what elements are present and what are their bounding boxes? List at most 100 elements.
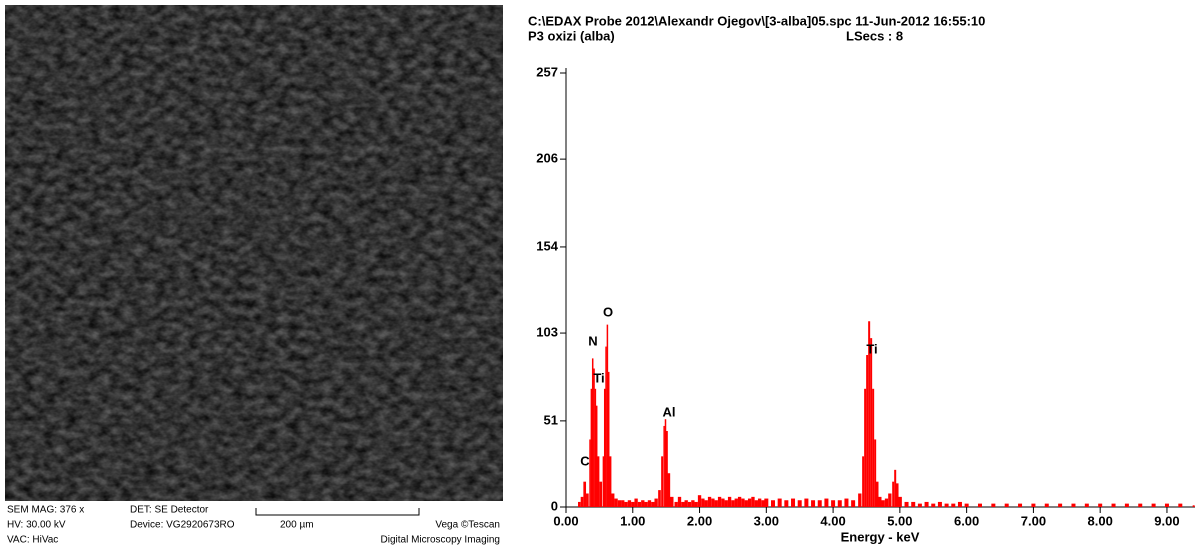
y-tick-label: 0 [551,498,558,513]
spectrum-bar [866,355,869,507]
spectrum-bar [951,503,956,507]
y-tick-label: 206 [536,151,558,166]
sem-det: DET: SE Detector [130,505,209,516]
spectrum-bar [777,498,782,507]
x-tick-label: 4.00 [820,513,845,528]
spectrum-bar [637,501,642,507]
spectrum-bar [1031,503,1036,507]
spectrum-bar [602,456,605,507]
x-tick-label: 0.00 [553,513,578,528]
spectrum-bar [870,338,873,507]
spectrum-bar [687,501,692,507]
spectrum-bar [991,503,996,507]
spectrum-bar [717,496,722,507]
spectrum-bar [872,388,875,507]
spectrum-bar [824,498,829,507]
y-tick-label: 257 [536,64,558,79]
sem-vac: VAC: HiVac [7,535,58,546]
spectrum-bar [741,498,745,507]
spectrum-bar [627,500,632,507]
spectrum-bar [647,500,652,507]
x-tick-label: 9.00 [1154,513,1179,528]
spectrum-bar [1071,503,1076,507]
spectrum-bar [681,501,685,507]
spectrum-bar [897,496,902,507]
spectrum-bar [691,500,695,507]
spectrum-bar [701,498,705,507]
x-tick-label: 8.00 [1088,513,1113,528]
peak-label: Ti [866,341,877,356]
spectrum-bar [757,498,762,507]
spectrum-bar [791,498,796,507]
spectrum-bar [608,456,612,507]
spectrum-bar [784,500,789,507]
spectrum-bar [844,498,849,507]
chart-subtitle: P3 oxizi (alba) [528,28,615,43]
spectrum-bar [583,481,587,507]
spectrum-bar [744,500,748,507]
spectrum-bar [711,498,715,507]
spectrum-bar [1098,503,1103,507]
scale-bar [255,508,420,516]
spectrum-bar [864,388,867,507]
sem-vendor: Vega ©Tescan [435,520,500,531]
spectrum-bar [665,431,668,507]
spectrum-bar [1058,503,1063,507]
spectrum-bar [654,498,658,507]
spectrum-bar [621,500,625,507]
x-tick-label: 7.00 [1021,513,1046,528]
spectrum-bar [964,503,969,507]
lsecs: LSecs : 8 [846,28,903,43]
spectrum-bar [904,501,909,507]
spectrum-bar [874,439,877,507]
spectrum-bar [931,503,936,507]
spectrum-bar [593,368,595,507]
spectrum-bar [734,498,738,507]
spectrum-bar [614,498,618,507]
spectrum-bar [714,500,718,507]
spectrum-bar [607,371,610,507]
spectrum-bar [831,500,836,507]
spectrum-bar [624,501,628,507]
peak-label: C [580,453,590,468]
spectrum-bar [669,496,674,507]
spectrum-bar [606,324,609,507]
x-axis-title: Energy - keV [841,529,920,544]
spectrum-bar [797,500,802,507]
sem-mag: SEM MAG: 376 x [7,505,84,516]
spectrum-bar [747,498,752,507]
spectrum-bar [674,501,678,507]
spectrum-bar [644,501,648,507]
spectrum-bar [837,500,842,507]
spectrum-bar [727,496,732,507]
spectrum-bar [1192,505,1195,507]
spectrum-bar [611,493,615,507]
spectrum-bar [851,500,856,507]
spectrum-bar [721,498,725,507]
spectrum-bar [663,425,665,507]
spectrum-bar [677,496,682,507]
sem-imaging: Digital Microscopy Imaging [381,535,501,546]
x-tick-label: 5.00 [887,513,912,528]
spectrum-bar [661,456,664,507]
spectrum-bar [641,500,645,507]
spectrum-bar [707,496,712,507]
spectrum-bar [737,496,742,507]
spectrum-bar [580,496,584,507]
spectrum-bar [589,439,591,507]
spectrum-bar [694,501,698,507]
spectrum-bar [761,500,765,507]
spectrum-bar [1164,503,1169,507]
spectrum-bar [731,500,735,507]
x-tick-label: 3.00 [754,513,779,528]
spectrum-bar [751,496,755,507]
spectrum-bar [1111,503,1116,507]
spectrum-bar [591,358,594,507]
spectrum-bar [894,469,897,507]
y-tick-label: 154 [536,238,558,253]
spectrum-bar [1151,503,1156,507]
spectrum-bar [697,495,702,507]
x-tick-label: 1.00 [620,513,645,528]
spectrum-bar [895,483,899,507]
